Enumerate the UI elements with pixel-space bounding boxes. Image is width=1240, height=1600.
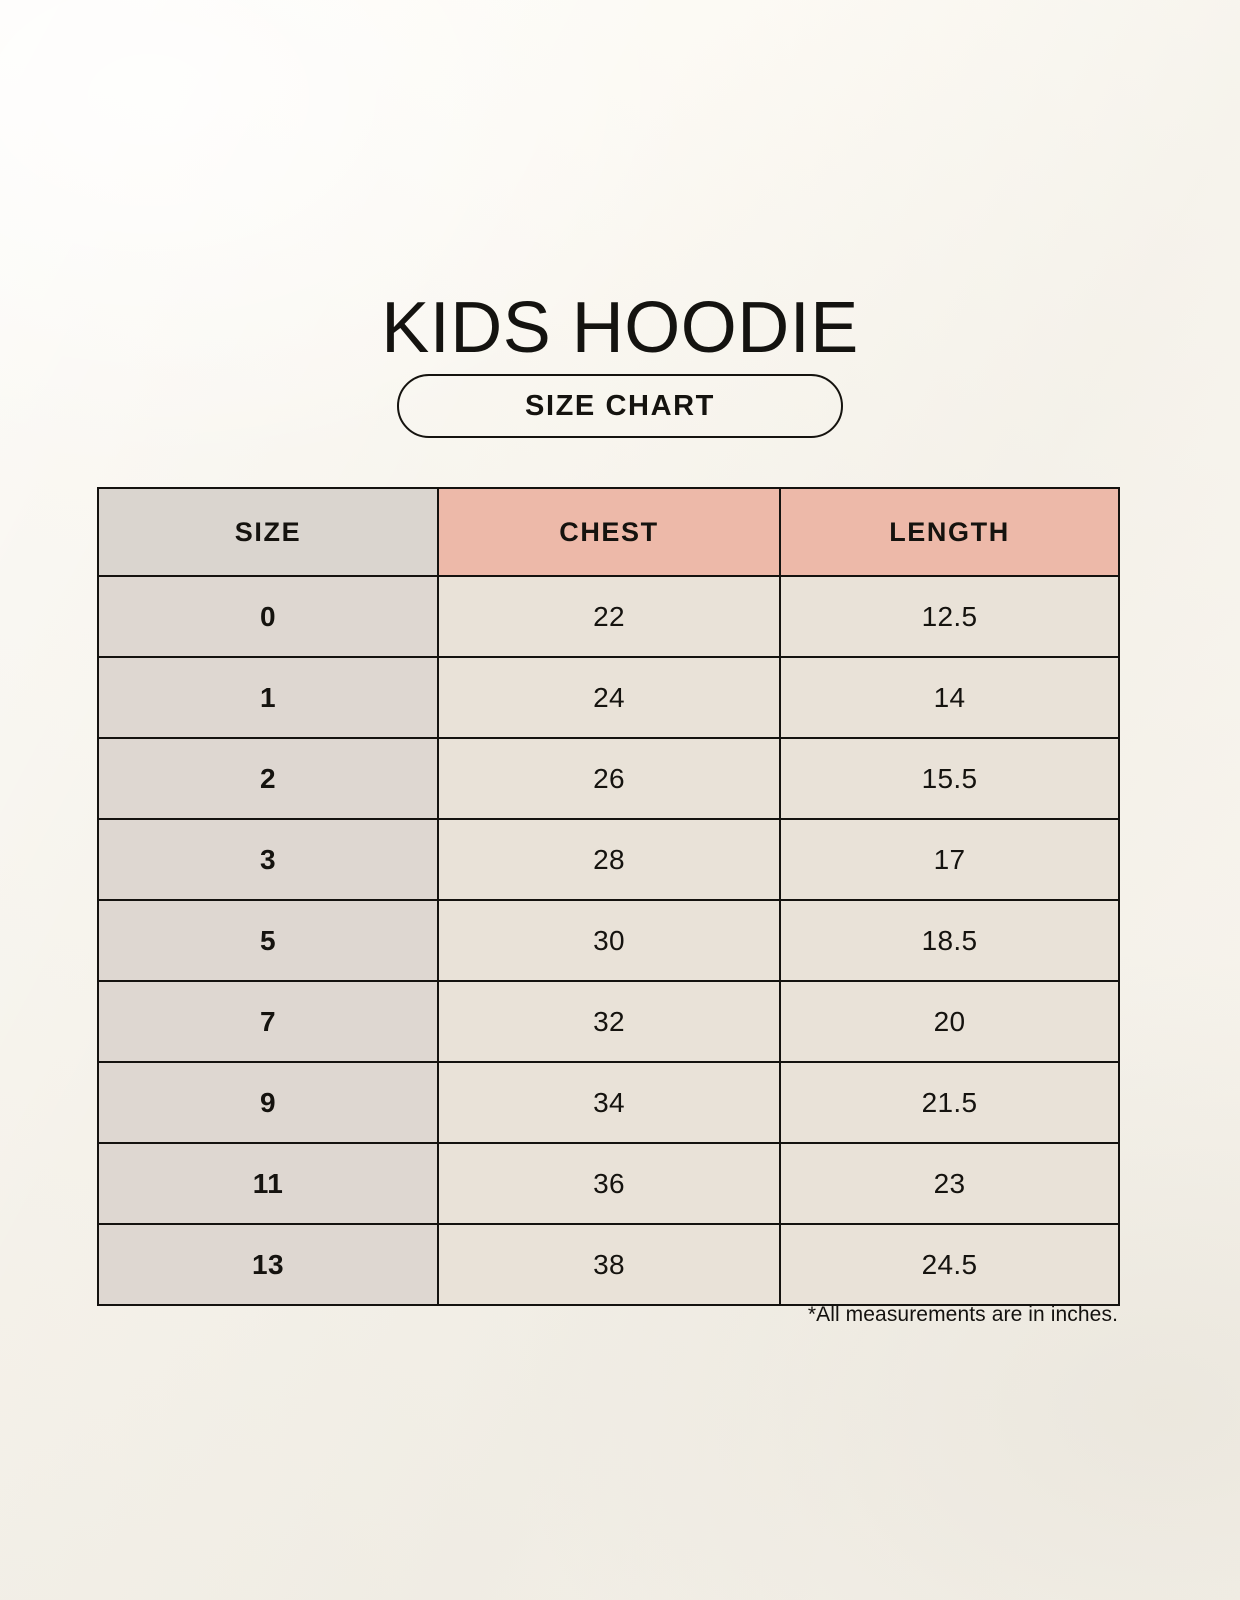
table-row: 2 26 15.5 bbox=[97, 737, 1120, 820]
cell-chest: 32 bbox=[437, 980, 781, 1063]
cell-length: 20 bbox=[779, 980, 1120, 1063]
cell-size: 11 bbox=[97, 1142, 439, 1225]
column-header-size: SIZE bbox=[97, 487, 439, 577]
cell-size: 7 bbox=[97, 980, 439, 1063]
cell-length: 18.5 bbox=[779, 899, 1120, 982]
table-row: 3 28 17 bbox=[97, 818, 1120, 901]
cell-size: 2 bbox=[97, 737, 439, 820]
page-title: KIDS HOODIE bbox=[381, 288, 859, 369]
cell-length: 23 bbox=[779, 1142, 1120, 1225]
cell-length: 14 bbox=[779, 656, 1120, 739]
table-row: 11 36 23 bbox=[97, 1142, 1120, 1225]
size-table-head: SIZE CHEST LENGTH bbox=[97, 487, 1120, 577]
table-row: 9 34 21.5 bbox=[97, 1061, 1120, 1144]
cell-length: 21.5 bbox=[779, 1061, 1120, 1144]
size-chart-badge-label: SIZE CHART bbox=[525, 389, 715, 422]
size-table: SIZE CHEST LENGTH 0 22 12.5 1 24 14 2 bbox=[97, 487, 1120, 1306]
table-row: 0 22 12.5 bbox=[97, 575, 1120, 658]
cell-chest: 22 bbox=[437, 575, 781, 658]
cell-size: 13 bbox=[97, 1223, 439, 1306]
cell-length: 24.5 bbox=[779, 1223, 1120, 1306]
cell-chest: 24 bbox=[437, 656, 781, 739]
cell-length: 12.5 bbox=[779, 575, 1120, 658]
cell-length: 15.5 bbox=[779, 737, 1120, 820]
cell-size: 5 bbox=[97, 899, 439, 982]
table-row: 5 30 18.5 bbox=[97, 899, 1120, 982]
column-header-chest: CHEST bbox=[437, 487, 781, 577]
measurement-units-note: *All measurements are in inches. bbox=[807, 1303, 1118, 1326]
cell-chest: 26 bbox=[437, 737, 781, 820]
size-chart-badge: SIZE CHART bbox=[397, 374, 843, 438]
cell-size: 3 bbox=[97, 818, 439, 901]
table-row: 7 32 20 bbox=[97, 980, 1120, 1063]
cell-chest: 38 bbox=[437, 1223, 781, 1306]
table-header-row: SIZE CHEST LENGTH bbox=[97, 487, 1120, 577]
size-table-body: 0 22 12.5 1 24 14 2 26 15.5 3 28 17 bbox=[97, 575, 1120, 1306]
cell-chest: 36 bbox=[437, 1142, 781, 1225]
cell-size: 9 bbox=[97, 1061, 439, 1144]
table-row: 13 38 24.5 bbox=[97, 1223, 1120, 1306]
cell-chest: 34 bbox=[437, 1061, 781, 1144]
table-row: 1 24 14 bbox=[97, 656, 1120, 739]
cell-size: 0 bbox=[97, 575, 439, 658]
column-header-length: LENGTH bbox=[779, 487, 1120, 577]
cell-chest: 28 bbox=[437, 818, 781, 901]
cell-chest: 30 bbox=[437, 899, 781, 982]
cell-length: 17 bbox=[779, 818, 1120, 901]
cell-size: 1 bbox=[97, 656, 439, 739]
size-table-container: SIZE CHEST LENGTH 0 22 12.5 1 24 14 2 bbox=[97, 487, 1120, 1306]
